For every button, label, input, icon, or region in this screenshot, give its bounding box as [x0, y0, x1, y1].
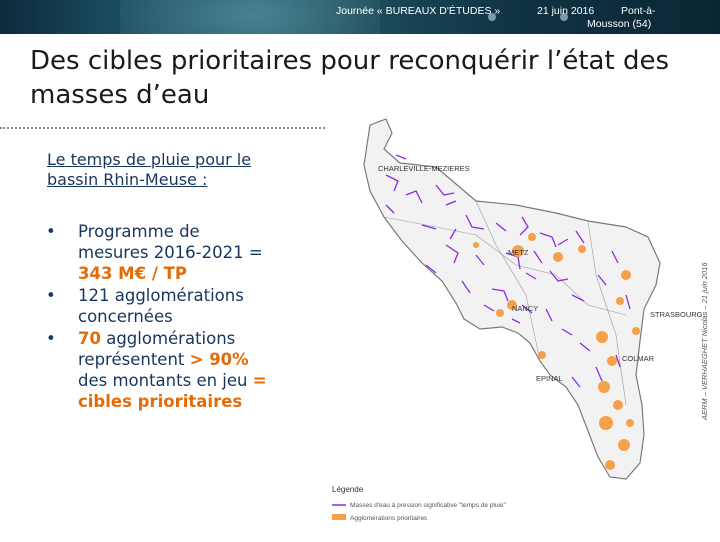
bullet-text: 121 agglomérations concernées: [78, 286, 244, 326]
event-place-line2: Mousson (54): [587, 18, 652, 30]
city-label: COLMAR: [622, 354, 655, 363]
legend-title: Légende: [332, 485, 364, 494]
legend-swatch-agglomeration: [332, 514, 346, 520]
basin-map: CHARLEVILLE-MEZIERES METZ NANCY STRASBOU…: [326, 105, 706, 537]
event-name: Journée « BUREAUX D'ÉTUDES »: [336, 5, 501, 17]
bullet-item-priorities: • 70 agglomérations représentent > 90% d…: [46, 328, 271, 412]
bullet-list: • Programme de mesures 2016-2021 = 343 M…: [46, 221, 271, 413]
bullet-marker: •: [46, 329, 56, 348]
sub-basin-boundary: [475, 200, 541, 362]
legend-item: Masses d'eau à pression significative "t…: [350, 502, 506, 509]
bullet-highlight: > 90%: [189, 350, 249, 369]
map-credit: AERM – VERHAEGHET Nicolas – 21 juin 2016: [700, 262, 709, 420]
bullet-item-programme: • Programme de mesures 2016-2021 = 343 M…: [46, 221, 271, 284]
banner-dot: [488, 13, 496, 21]
banner-dot: [560, 13, 568, 21]
bullet-highlight: 343 M€ / TP: [78, 264, 187, 283]
city-label: NANCY: [512, 304, 538, 313]
event-place-line1: Pont-à-: [621, 5, 656, 17]
water-bodies: [385, 154, 631, 388]
bullet-item-agglomerations: • 121 agglomérations concernées: [46, 285, 271, 327]
bullet-text: agglomérations représentent: [78, 329, 236, 369]
bullet-text: des montants en jeu: [78, 371, 253, 390]
bullet-marker: •: [46, 222, 56, 241]
header-banner: Journée « BUREAUX D'ÉTUDES » 21 juin 201…: [0, 0, 720, 34]
basin-map-svg: CHARLEVILLE-MEZIERES METZ NANCY STRASBOU…: [332, 118, 703, 522]
event-date: 21 juin 2016: [537, 5, 595, 17]
slide-title: Des cibles prioritaires pour reconquérir…: [30, 46, 669, 110]
bullet-highlight: 70: [78, 329, 101, 348]
basin-outline: [363, 118, 661, 480]
dotted-divider: [0, 127, 325, 129]
city-label: CHARLEVILLE-MEZIERES: [378, 164, 470, 173]
city-label: METZ: [508, 248, 529, 257]
bullet-text: Programme de mesures 2016-2021 =: [78, 222, 263, 262]
city-label: EPINAL: [536, 374, 563, 383]
bullet-highlight: = cibles prioritaires: [78, 371, 267, 411]
sub-basin-boundary: [587, 220, 627, 406]
sub-basin-boundary: [383, 216, 627, 316]
slide-subtitle: Le temps de pluie pour le bassin Rhin-Me…: [47, 150, 252, 189]
banner-glow: [120, 0, 380, 34]
priority-agglomerations: [473, 233, 640, 470]
legend-item: Agglomérations prioritaires: [350, 515, 428, 522]
bullet-marker: •: [46, 286, 56, 305]
city-label: STRASBOURG: [650, 310, 703, 319]
